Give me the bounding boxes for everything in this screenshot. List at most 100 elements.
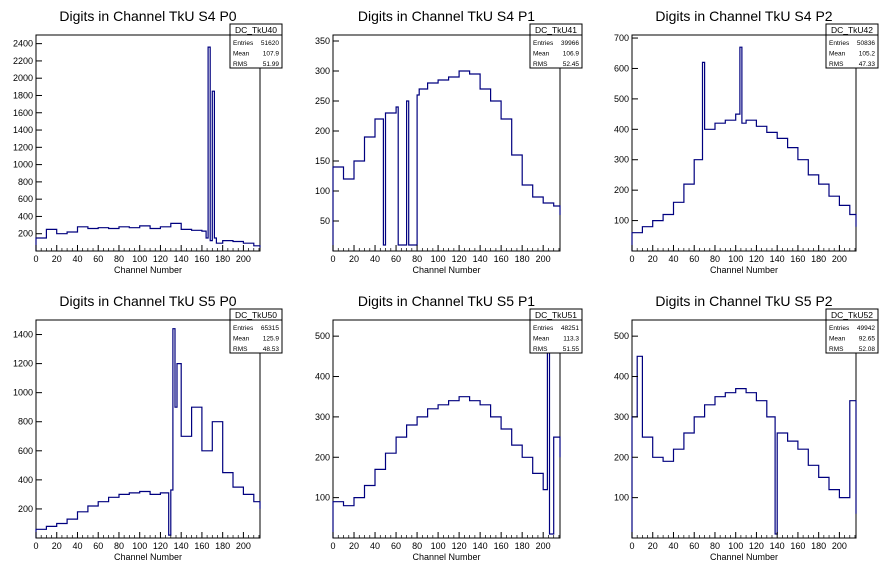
stats-name: DC_TkU41 [535,25,577,35]
plot-frame [332,319,561,539]
x-tick-label: 40 [370,254,380,264]
stats-label: Mean [233,336,250,343]
x-tick-label: 100 [431,541,446,551]
x-tick-label: 180 [215,541,230,551]
stats-name: DC_TkU52 [831,310,873,320]
y-tick-label: 2200 [13,56,33,66]
stats-label: RMS [233,61,248,68]
x-tick-label: 180 [811,254,826,264]
x-tick-label: 80 [114,254,124,264]
x-tick-label: 140 [174,541,189,551]
x-tick-label: 120 [452,541,467,551]
y-tick-label: 250 [315,96,330,106]
x-tick-label: 100 [728,254,743,264]
stats-value: 51.55 [563,346,580,353]
x-tick-label: 0 [330,254,335,264]
y-tick-label: 500 [614,331,629,341]
x-tick-label: 0 [629,541,634,551]
y-tick-label: 600 [18,194,33,204]
y-tick-label: 2000 [13,73,33,83]
x-tick-label: 120 [153,254,168,264]
x-tick-label: 20 [648,541,658,551]
y-tick-label: 350 [315,36,330,46]
stats-name: DC_TkU40 [235,25,277,35]
y-tick-label: 300 [315,412,330,422]
x-axis-label: Channel Number [710,552,778,562]
stats-value: 49942 [857,325,875,332]
histogram-panel-5: Digits in Channel TkU S5 P2 0 20 40 60 80 100 1… [614,293,879,562]
y-tick-label: 300 [614,412,629,422]
y-tick-label: 400 [18,475,33,485]
x-tick-label: 140 [473,254,488,264]
x-axis-label: Channel Number [114,265,182,275]
stats-name: DC_TkU50 [235,310,277,320]
x-tick-label: 20 [349,541,359,551]
x-tick-label: 80 [710,541,720,551]
stats-value: 48251 [561,325,579,332]
stats-value: 47.33 [859,61,876,68]
x-tick-label: 180 [811,541,826,551]
y-tick-label: 1400 [13,330,33,340]
x-tick-label: 120 [452,254,467,264]
x-tick-label: 80 [412,541,422,551]
x-tick-label: 20 [349,254,359,264]
histogram-panel-2: Digits in Channel TkU S4 P2 0 20 40 60 80 100 1… [614,8,879,275]
plot-frame [332,34,561,252]
y-tick-label: 100 [614,493,629,503]
stats-box [529,308,583,354]
stats-value: 106.9 [563,51,580,58]
stats-label: Entries [829,40,850,47]
stats-box [229,23,283,69]
x-tick-label: 60 [689,254,699,264]
x-tick-label: 20 [52,254,62,264]
x-tick-label: 60 [391,254,401,264]
x-tick-label: 160 [494,541,509,551]
x-tick-label: 60 [93,254,103,264]
x-tick-label: 160 [194,541,209,551]
stats-value: 113.3 [563,336,579,343]
x-tick-label: 100 [728,541,743,551]
y-tick-label: 400 [18,211,33,221]
x-tick-label: 180 [515,541,530,551]
x-axis-label: Channel Number [412,265,480,275]
stats-label: Entries [533,325,554,332]
x-tick-label: 40 [668,541,678,551]
stats-value: 92.65 [859,336,876,343]
histogram-series [35,328,261,538]
y-tick-label: 100 [315,186,330,196]
y-tick-label: 1200 [13,142,33,152]
chart-title: Digits in Channel TkU S4 P2 [655,8,832,24]
chart-title: Digits in Channel TkU S5 P2 [655,293,832,309]
y-tick-label: 200 [315,452,330,462]
x-axis-label: Channel Number [412,552,480,562]
stats-label: RMS [829,346,844,353]
y-tick-label: 50 [320,216,330,226]
histogram-panel-1: Digits in Channel TkU S4 P1 0 20 40 60 80 100 1… [315,8,583,275]
y-tick-label: 800 [18,417,33,427]
x-tick-label: 200 [236,254,251,264]
y-tick-label: 500 [614,94,629,104]
x-tick-label: 80 [114,541,124,551]
x-tick-label: 180 [515,254,530,264]
x-tick-label: 160 [194,254,209,264]
stats-label: RMS [533,346,548,353]
x-tick-label: 60 [391,541,401,551]
x-tick-label: 200 [236,541,251,551]
x-tick-label: 60 [93,541,103,551]
x-tick-label: 80 [412,254,422,264]
y-tick-label: 200 [18,229,33,239]
stats-label: RMS [533,61,548,68]
stats-value: 105.2 [859,51,876,58]
plot-frame [35,319,261,539]
x-axis-label: Channel Number [114,552,182,562]
x-tick-label: 120 [153,541,168,551]
x-tick-label: 20 [52,541,62,551]
y-tick-label: 1400 [13,125,33,135]
histogram-panel-0: Digits in Channel TkU S4 P0 0 20 40 60 80 100 1… [13,8,283,275]
stats-value: 107.9 [263,51,280,58]
x-tick-label: 200 [832,541,847,551]
x-tick-label: 160 [494,254,509,264]
histogram-series [631,46,857,251]
x-tick-label: 120 [749,541,764,551]
